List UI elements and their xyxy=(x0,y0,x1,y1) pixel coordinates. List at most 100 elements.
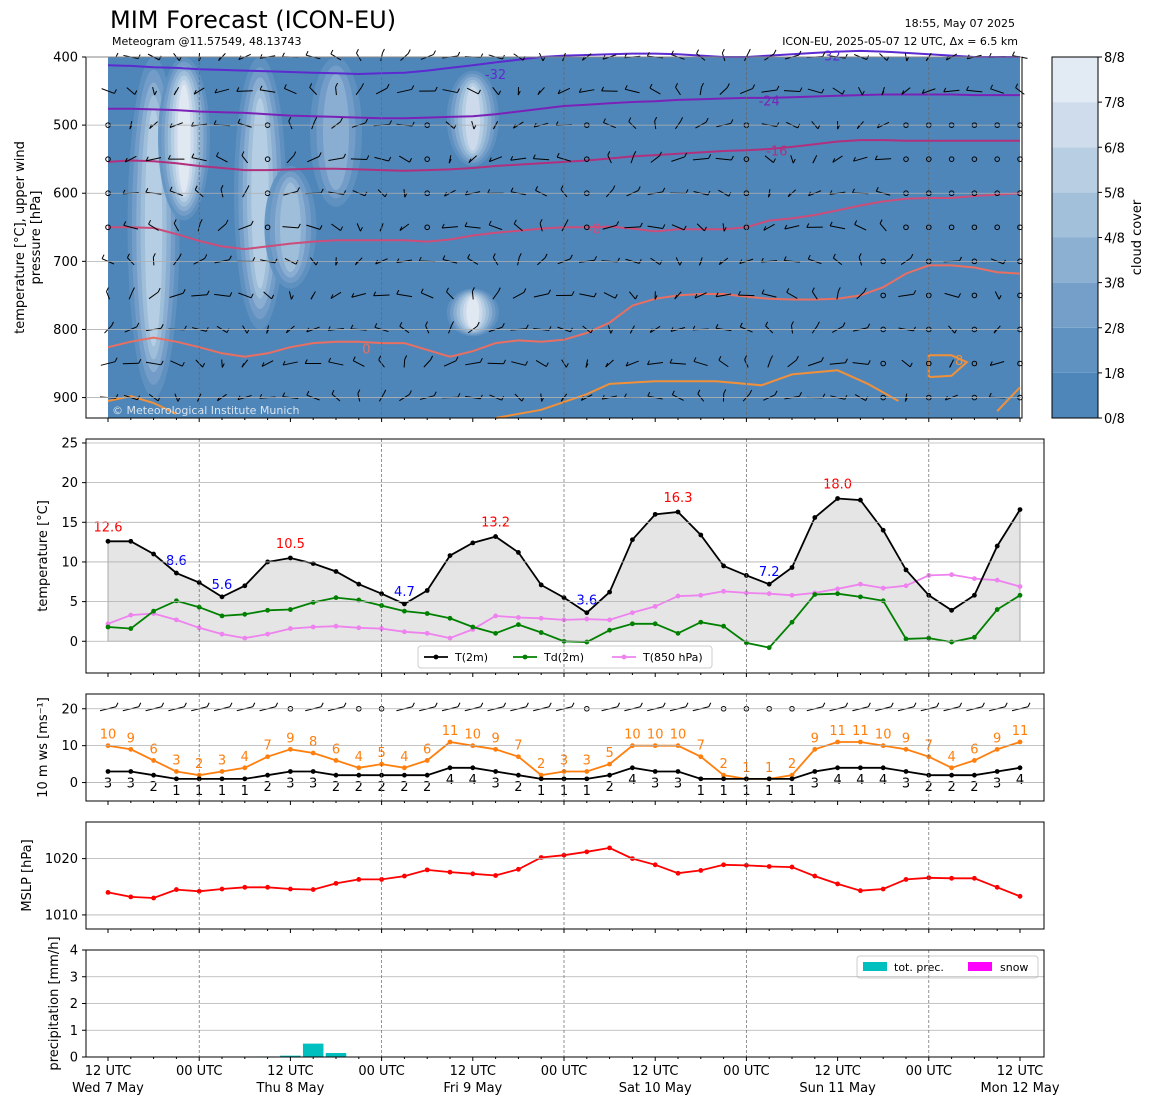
wind-barb-flag xyxy=(811,287,815,292)
series-point xyxy=(858,497,863,503)
wind-value-label: 9 xyxy=(491,731,499,746)
wind-barb-flag xyxy=(633,151,637,156)
wind-barb xyxy=(106,291,110,300)
wind-barb-flag xyxy=(297,223,301,229)
series-point xyxy=(219,631,225,637)
wind-value-label: 3 xyxy=(218,753,226,768)
wind-barb xyxy=(145,361,162,366)
wind-barb xyxy=(403,359,406,368)
wind-barb-flag xyxy=(783,256,787,261)
wind-barb xyxy=(670,362,686,365)
time-tick-label: 00 UTC xyxy=(176,1064,222,1079)
wind-barb xyxy=(489,156,503,163)
wind-barb-flag xyxy=(241,151,245,156)
colorbar-tick-label: 8/8 xyxy=(1104,51,1125,66)
wind-barb-flag xyxy=(399,321,403,327)
wind-series-point xyxy=(310,769,316,774)
wind-barb xyxy=(761,89,777,93)
temperature-extreme-label: 4.7 xyxy=(394,585,415,600)
wind-series-point xyxy=(721,776,726,782)
series-point xyxy=(105,538,111,544)
wind-barb xyxy=(852,362,869,365)
series-point xyxy=(196,625,202,631)
wind-barb-flag xyxy=(479,357,483,363)
wind-barb xyxy=(353,360,365,367)
isotherm-label: 0 xyxy=(362,343,370,358)
wind-series-point xyxy=(516,772,521,778)
wind-value-label: 2 xyxy=(400,780,408,795)
time-tick-label: 12 UTC xyxy=(450,1064,496,1079)
wind-barb xyxy=(786,291,798,299)
wind-barb xyxy=(836,291,839,300)
wind-barb-flag xyxy=(723,227,727,232)
wind-barb-flag xyxy=(173,90,177,96)
wind-barb xyxy=(259,89,276,93)
wind-barb-flag xyxy=(647,360,650,365)
wind-barb-flag xyxy=(988,392,992,398)
wind-barb-flag xyxy=(541,397,545,402)
wind-series-point xyxy=(356,772,362,778)
series-point xyxy=(903,567,909,573)
wind-barb xyxy=(990,88,1004,94)
wind-barb-flag xyxy=(340,226,344,231)
wind-barb-flag xyxy=(487,189,491,194)
wind-barb-flag xyxy=(944,395,948,401)
series-point xyxy=(698,592,704,598)
wind-barb-flag xyxy=(1002,259,1006,265)
series-point xyxy=(949,607,954,613)
surface-wind-barb-flag xyxy=(343,702,347,707)
wind-barb xyxy=(761,293,777,298)
colorbar-segment xyxy=(1052,282,1098,328)
series-point xyxy=(333,569,339,574)
wind-barb-flag xyxy=(921,89,925,94)
series-point xyxy=(880,585,886,591)
series-point xyxy=(538,615,544,621)
wind-value-label: 5 xyxy=(377,746,385,761)
wind-barb-flag xyxy=(684,152,688,158)
wind-value-label: 6 xyxy=(423,742,431,757)
mslp-point xyxy=(812,873,818,879)
wind-barb xyxy=(718,359,729,368)
wind-barb-flag xyxy=(723,389,727,394)
mslp-point xyxy=(858,888,863,894)
wind-barb xyxy=(602,224,617,230)
wind-series-point xyxy=(242,776,248,782)
wind-barb-flag xyxy=(310,295,314,300)
wind-barb-flag xyxy=(747,48,751,54)
series-point xyxy=(812,592,818,597)
legend-marker xyxy=(621,654,627,660)
wind-value-label: 3 xyxy=(674,776,682,791)
wind-barb-flag xyxy=(191,153,195,158)
wind-barb-flag xyxy=(446,287,449,293)
isotherm-label: -8 xyxy=(588,223,601,238)
wind-series-point xyxy=(424,772,430,778)
wind-barb-flag xyxy=(790,321,794,326)
wind-barb-flag xyxy=(501,323,505,328)
temperature-panel-ylabel-line: temperature [°C] xyxy=(36,500,51,612)
mslp-point xyxy=(698,868,704,873)
wind-barb-flag xyxy=(715,324,719,329)
wind-series-point xyxy=(470,765,476,771)
series-point xyxy=(174,617,179,623)
wind-barb-flag xyxy=(113,89,117,94)
series-point xyxy=(447,635,453,641)
wind-barb xyxy=(829,362,846,365)
wind-value-label: 11 xyxy=(442,724,459,739)
wind-value-label: 3 xyxy=(811,776,819,791)
wind-barb xyxy=(879,223,887,232)
mslp-point xyxy=(219,886,225,892)
wind-barb-flag xyxy=(157,287,161,293)
wind-value-label: 2 xyxy=(605,780,613,795)
series-point xyxy=(288,626,293,631)
wind-value-label: 2 xyxy=(719,757,727,772)
wind-value-label: 9 xyxy=(993,731,1001,746)
wind-barb-flag xyxy=(820,357,824,362)
wind-barb-flag xyxy=(221,363,225,368)
wind-barb-flag xyxy=(250,220,254,226)
mslp-point xyxy=(310,887,316,892)
mslp-point xyxy=(128,894,134,900)
wind-barb-flag xyxy=(763,226,767,231)
wind-barb-flag xyxy=(374,323,378,328)
series-point xyxy=(858,581,863,587)
